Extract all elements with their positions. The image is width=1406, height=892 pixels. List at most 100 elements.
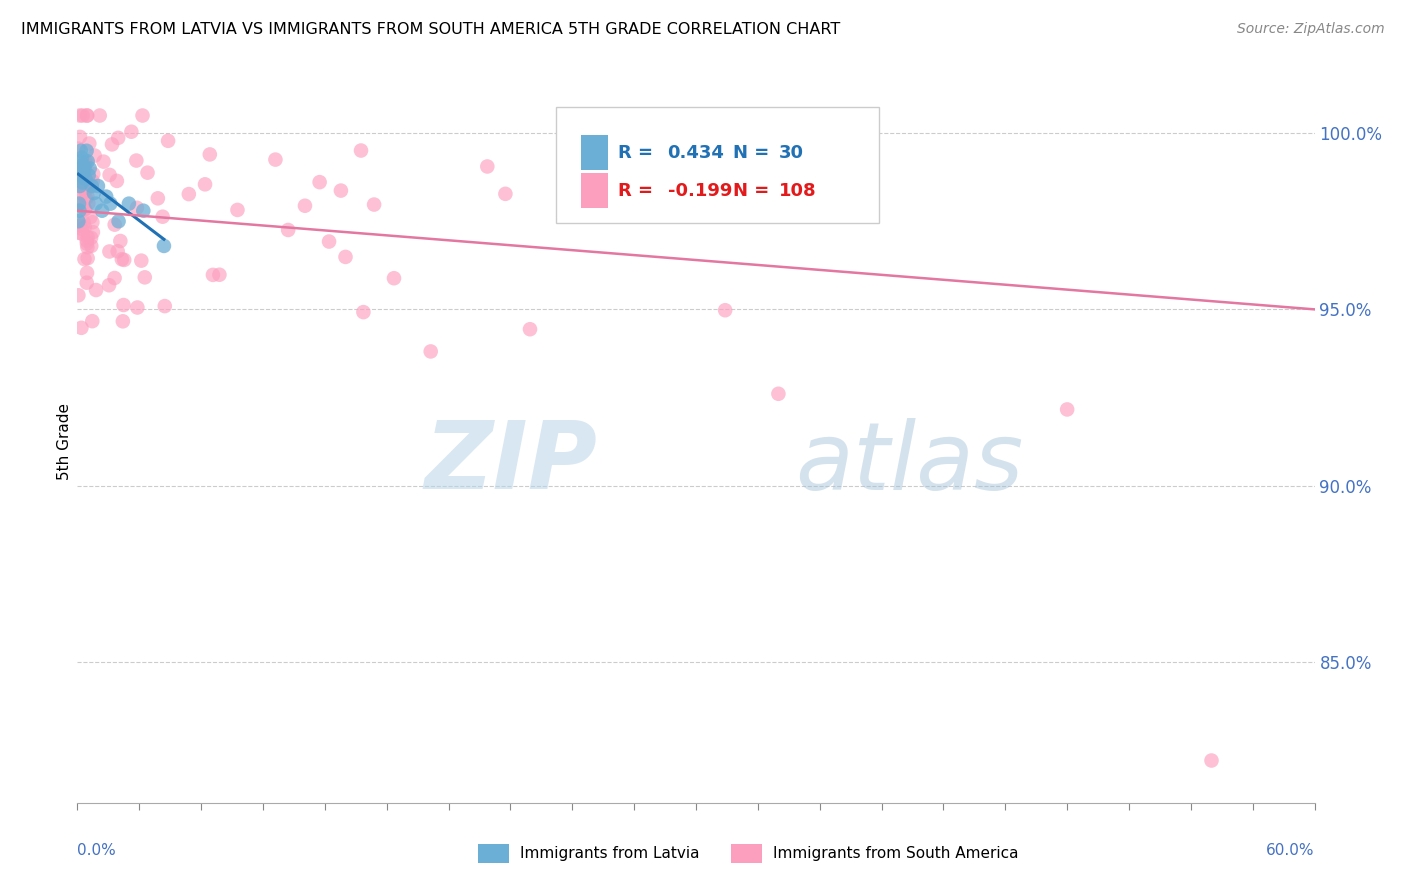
Point bbox=[70, 221, 93, 235]
Point bbox=[76, 178, 98, 193]
Point bbox=[73, 174, 96, 188]
Point bbox=[294, 199, 316, 213]
Point bbox=[1201, 754, 1223, 768]
Point bbox=[363, 197, 385, 211]
Point bbox=[134, 270, 156, 285]
Point bbox=[72, 179, 94, 194]
Point bbox=[125, 201, 148, 215]
Text: Immigrants from Latvia: Immigrants from Latvia bbox=[520, 847, 700, 861]
Point bbox=[73, 161, 96, 176]
Point bbox=[107, 131, 129, 145]
Point bbox=[76, 154, 98, 169]
Point bbox=[77, 169, 100, 183]
Point bbox=[82, 314, 104, 328]
Point bbox=[350, 144, 373, 158]
Point bbox=[76, 266, 98, 280]
Point bbox=[83, 186, 105, 200]
Point bbox=[177, 187, 200, 202]
Point bbox=[70, 151, 93, 165]
Point bbox=[118, 196, 141, 211]
Point bbox=[110, 234, 132, 248]
Point bbox=[83, 148, 105, 162]
Point bbox=[382, 271, 405, 285]
Point bbox=[277, 223, 299, 237]
Point bbox=[714, 303, 737, 318]
Point bbox=[76, 109, 98, 123]
Text: 60.0%: 60.0% bbox=[1267, 843, 1315, 857]
Point bbox=[335, 250, 357, 264]
Point bbox=[152, 210, 174, 224]
Point bbox=[72, 161, 94, 176]
Point bbox=[201, 268, 224, 282]
Point bbox=[194, 178, 217, 192]
Point bbox=[264, 153, 287, 167]
Point bbox=[66, 226, 89, 240]
Point bbox=[69, 161, 91, 176]
Point bbox=[73, 220, 96, 235]
Text: Source: ZipAtlas.com: Source: ZipAtlas.com bbox=[1237, 22, 1385, 37]
Point bbox=[67, 288, 90, 302]
Point bbox=[75, 202, 97, 216]
Point bbox=[75, 172, 97, 186]
Point bbox=[72, 176, 94, 190]
Point bbox=[67, 196, 90, 211]
Point bbox=[84, 283, 107, 297]
Point bbox=[98, 168, 121, 182]
Point bbox=[69, 144, 91, 158]
Point bbox=[132, 203, 155, 218]
Point bbox=[89, 109, 111, 123]
Point bbox=[91, 203, 114, 218]
Point bbox=[153, 299, 176, 313]
Point bbox=[67, 203, 90, 218]
Point bbox=[494, 186, 516, 201]
Point bbox=[82, 225, 104, 239]
Point bbox=[69, 154, 91, 169]
Point bbox=[96, 189, 118, 203]
Point bbox=[67, 161, 90, 176]
Text: -0.199: -0.199 bbox=[668, 182, 733, 200]
Point bbox=[80, 179, 103, 194]
Point bbox=[72, 109, 94, 123]
Point bbox=[70, 198, 93, 212]
Point bbox=[107, 244, 129, 259]
Point bbox=[104, 271, 127, 285]
Text: R =: R = bbox=[619, 144, 659, 161]
Point bbox=[75, 157, 97, 171]
Point bbox=[1056, 402, 1078, 417]
Point bbox=[208, 268, 231, 282]
Point bbox=[120, 125, 142, 139]
Text: 0.0%: 0.0% bbox=[77, 843, 117, 857]
Point bbox=[112, 298, 135, 312]
Point bbox=[125, 153, 148, 168]
Y-axis label: 5th Grade: 5th Grade bbox=[56, 403, 72, 480]
Point bbox=[76, 144, 98, 158]
Point bbox=[98, 244, 121, 259]
Point bbox=[105, 174, 128, 188]
FancyBboxPatch shape bbox=[581, 173, 609, 208]
Point bbox=[131, 109, 153, 123]
Point bbox=[73, 202, 96, 216]
Point bbox=[82, 174, 104, 188]
Point bbox=[352, 305, 374, 319]
Point bbox=[69, 179, 91, 194]
Point bbox=[226, 202, 249, 217]
Point bbox=[807, 128, 830, 143]
Text: IMMIGRANTS FROM LATVIA VS IMMIGRANTS FROM SOUTH AMERICA 5TH GRADE CORRELATION CH: IMMIGRANTS FROM LATVIA VS IMMIGRANTS FRO… bbox=[21, 22, 841, 37]
Point bbox=[76, 240, 98, 254]
Point bbox=[76, 109, 98, 123]
Point bbox=[70, 187, 93, 202]
Point bbox=[75, 192, 97, 206]
Point bbox=[67, 214, 90, 228]
Point bbox=[76, 189, 98, 203]
Point bbox=[69, 186, 91, 200]
Point bbox=[72, 201, 94, 215]
Point bbox=[104, 218, 127, 232]
Point bbox=[80, 231, 103, 245]
Point bbox=[70, 321, 93, 335]
Point bbox=[84, 196, 107, 211]
Point bbox=[75, 154, 97, 169]
Point bbox=[146, 191, 169, 205]
Point bbox=[79, 136, 101, 151]
Point bbox=[111, 314, 134, 328]
Point bbox=[76, 251, 98, 265]
